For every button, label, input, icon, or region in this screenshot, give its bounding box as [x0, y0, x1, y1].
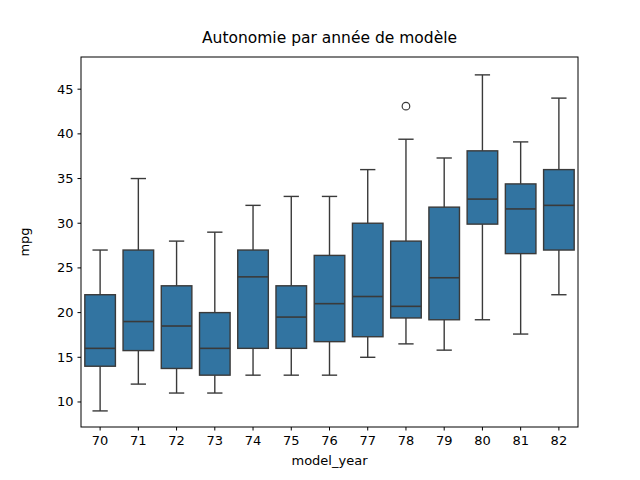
x-tick-label: 76	[321, 433, 338, 448]
box-81-iqr	[505, 184, 536, 254]
boxplot-figure: Autonomie par année de modèle model_year m…	[0, 0, 640, 480]
x-tick-label: 80	[474, 433, 491, 448]
box-78-outlier	[402, 102, 410, 110]
y-tick-label: 30	[57, 216, 74, 231]
boxplot-canvas: Autonomie par année de modèle model_year m…	[0, 0, 640, 480]
x-tick-label: 74	[245, 433, 262, 448]
y-tick-label: 15	[57, 350, 74, 365]
y-tick-label: 45	[57, 82, 74, 97]
y-tick-label: 35	[57, 171, 74, 186]
x-tick-label: 72	[168, 433, 185, 448]
x-tick-label: 79	[436, 433, 453, 448]
y-tick-label: 40	[57, 126, 74, 141]
box-79-iqr	[429, 207, 460, 320]
x-tick-label: 82	[551, 433, 568, 448]
box-72-iqr	[161, 286, 192, 369]
x-axis-label: model_year	[292, 453, 369, 468]
box-80-iqr	[467, 151, 498, 224]
box-74-iqr	[238, 250, 269, 348]
x-tick-label: 81	[512, 433, 529, 448]
y-axis-label: mpg	[17, 227, 32, 256]
y-tick-label: 20	[57, 305, 74, 320]
box-76-iqr	[314, 255, 345, 341]
y-tick-label: 25	[57, 260, 74, 275]
box-70-iqr	[85, 295, 116, 366]
x-tick-label: 78	[398, 433, 415, 448]
box-71-iqr	[123, 250, 154, 351]
x-tick-label: 77	[359, 433, 376, 448]
box-73-iqr	[200, 313, 231, 376]
x-tick-label: 73	[207, 433, 224, 448]
x-tick-label: 71	[130, 433, 147, 448]
x-tick-label: 70	[92, 433, 109, 448]
y-tick-label: 10	[57, 394, 74, 409]
box-77-iqr	[352, 223, 383, 337]
box-82-iqr	[544, 170, 575, 250]
x-tick-label: 75	[283, 433, 300, 448]
chart-title: Autonomie par année de modèle	[202, 29, 457, 47]
